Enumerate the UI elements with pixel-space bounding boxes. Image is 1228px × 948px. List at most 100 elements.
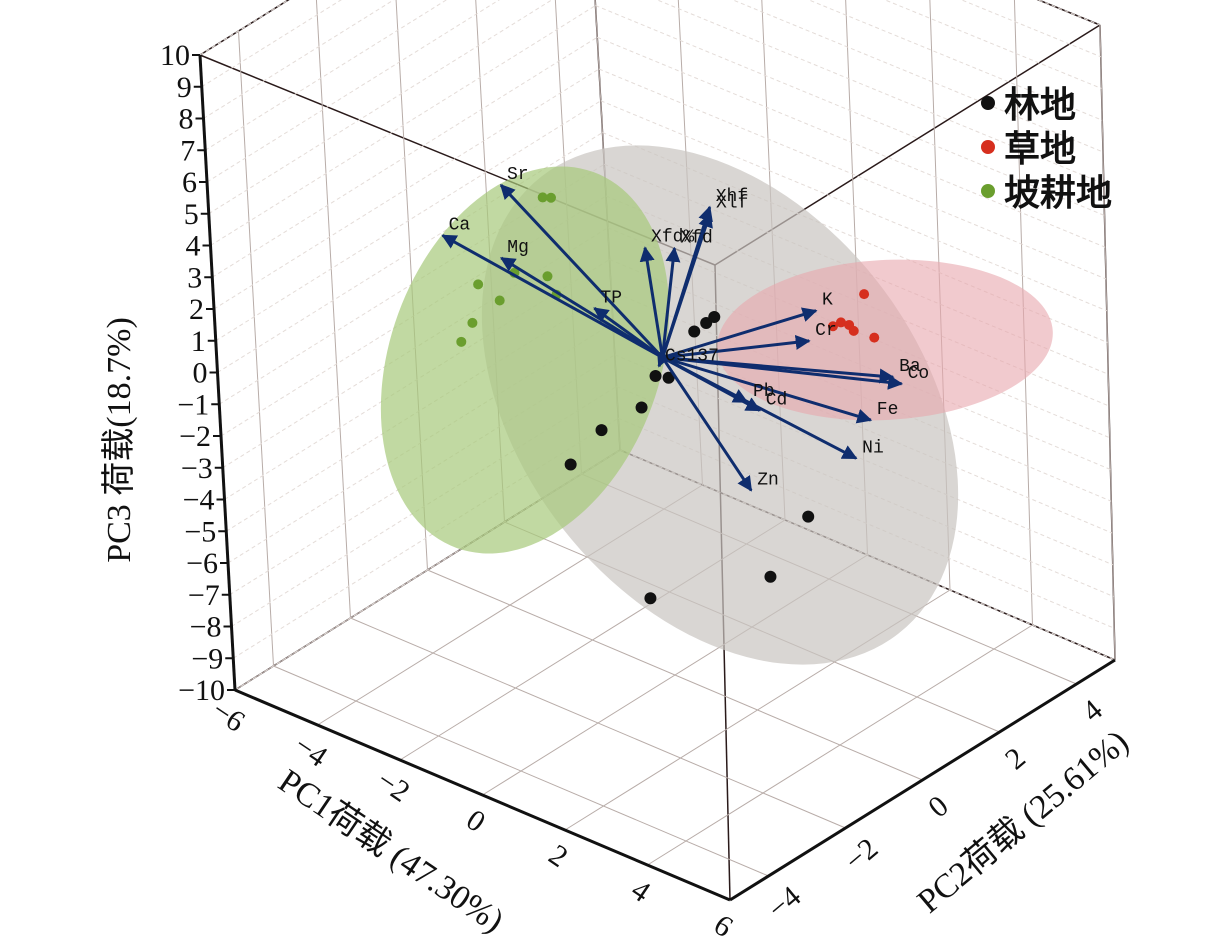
legend-marker (981, 96, 995, 110)
loading-label-mg: Mg (507, 238, 529, 258)
y-tick-label: 4 (1076, 693, 1109, 728)
z-tick-label: 8 (179, 103, 194, 136)
loading-label-cs137: Cs137 (665, 346, 719, 366)
data-point (537, 192, 548, 203)
grid-back-z (611, 290, 1112, 502)
x-tick-label: 0 (460, 803, 491, 839)
loading-vector-k (662, 307, 818, 359)
grid-side-z (206, 0, 500, 183)
loading-label-xhf: Xhf (716, 187, 748, 207)
grid-floor-y (350, 617, 846, 829)
loading-label-tp: TP (600, 288, 622, 308)
loading-label-zn: Zn (757, 470, 779, 490)
loading-vector-mg (500, 256, 664, 359)
grid-side-z (210, 5, 596, 246)
z-tick-label: −4 (183, 484, 215, 517)
z-tick-label: 2 (189, 293, 204, 326)
z-tick-label: −5 (184, 515, 216, 548)
data-point (644, 592, 657, 605)
box-edge (199, 0, 290, 56)
data-point (835, 317, 846, 328)
z-tick-label: 0 (193, 357, 208, 390)
z-tick-label: −3 (181, 452, 213, 485)
z-tick-label: −9 (191, 642, 223, 675)
z-tick-label: −2 (179, 420, 211, 453)
z-tick-label: −8 (190, 611, 222, 644)
loading-label-sr: Sr (507, 165, 529, 185)
loading-label-ni: Ni (862, 438, 884, 458)
data-point (848, 325, 859, 336)
data-point (649, 369, 662, 382)
loading-label-k: K (822, 291, 833, 311)
ellipse-cropland (380, 166, 670, 554)
z-tick-label: −7 (188, 579, 220, 612)
loading-label-xfd: Xfd (680, 228, 712, 248)
loading-vector-fe (662, 356, 873, 424)
data-point (546, 192, 556, 203)
confidence-ellipses (380, 145, 1053, 665)
grid-side-z (201, 0, 342, 88)
legend-label: 草地 (1004, 128, 1076, 170)
z-tick-label: 3 (187, 261, 202, 294)
loading-label-cd: Cd (766, 390, 788, 410)
grid-floor-y (427, 569, 923, 781)
grid-back-z (656, 0, 1104, 185)
loading-label-ba: Ba (899, 357, 921, 377)
grid-side-z (215, 100, 602, 342)
x-tick-label: 2 (543, 838, 574, 874)
y-tick-label: 2 (999, 741, 1032, 776)
legend-label: 坡耕地 (1004, 172, 1112, 214)
data-point (802, 510, 815, 523)
loading-vector-ni (661, 356, 858, 460)
z-tick-label: 4 (186, 230, 201, 263)
grid-back-z (883, 0, 1102, 89)
grid-side-y (315, 0, 351, 619)
loading-vector-ca (441, 234, 664, 359)
data-point (595, 424, 608, 437)
z-tick-label: 9 (177, 71, 192, 104)
y-tick-label: 0 (922, 789, 955, 824)
grid-floor-y (273, 665, 769, 877)
data-point (473, 279, 484, 290)
data-point (708, 311, 721, 323)
z-tick-label: 7 (180, 134, 195, 167)
loading-vector-tp (593, 307, 664, 359)
z-axis-title: PC3 荷载(18.7%) (100, 317, 138, 563)
z-tick-label: 1 (191, 325, 206, 358)
y-tick-label: −4 (762, 880, 808, 926)
grid-back-z (614, 354, 1113, 566)
data-point (542, 271, 553, 282)
z-tick-label: −1 (177, 388, 209, 421)
loading-label-xlf: Xlf (716, 193, 748, 213)
grid-back-z (807, 0, 1103, 121)
loading-vector-xfd (661, 246, 681, 358)
data-point (764, 570, 777, 583)
loading-label-xfd%: Xfd% (651, 228, 694, 248)
y-axis-line (729, 658, 1116, 902)
loading-label-fe: Fe (877, 400, 899, 420)
grid-side-z (213, 68, 600, 310)
loading-label-co: Co (908, 364, 930, 384)
z-tick-label: −10 (178, 674, 225, 707)
loading-vector-co (662, 356, 904, 390)
x-axis-line (234, 688, 731, 902)
grid-back-z (598, 68, 1107, 280)
z-tick-label: 6 (182, 166, 197, 199)
legend-marker (981, 184, 995, 198)
data-point (564, 458, 577, 471)
data-point (662, 371, 675, 384)
loading-vector-xfd% (639, 246, 664, 358)
x-tick-label: 4 (625, 873, 656, 909)
grid-back-z (595, 5, 1105, 216)
x-tick-label: 6 (708, 908, 739, 944)
loading-vector-xlf (661, 212, 713, 358)
data-point (859, 289, 870, 300)
y-tick-label: −2 (839, 832, 885, 878)
grid-side-z (211, 36, 598, 278)
grid-side-z (204, 0, 448, 151)
loading-label-pb: Pb (753, 382, 775, 402)
loading-vector-cr (662, 334, 811, 359)
